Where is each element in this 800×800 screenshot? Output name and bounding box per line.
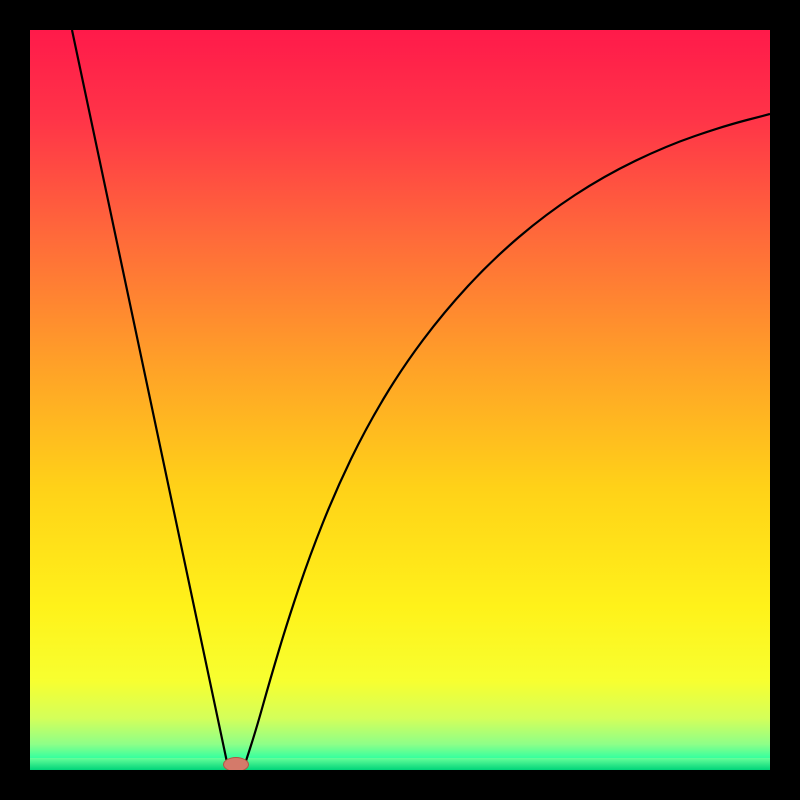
chart-container: TheBottlenecker.com	[0, 0, 800, 800]
plot-area	[30, 30, 770, 770]
vertex-marker	[223, 757, 249, 771]
chart-frame	[0, 0, 800, 800]
v-curve	[30, 30, 770, 770]
curve-path	[72, 30, 770, 768]
